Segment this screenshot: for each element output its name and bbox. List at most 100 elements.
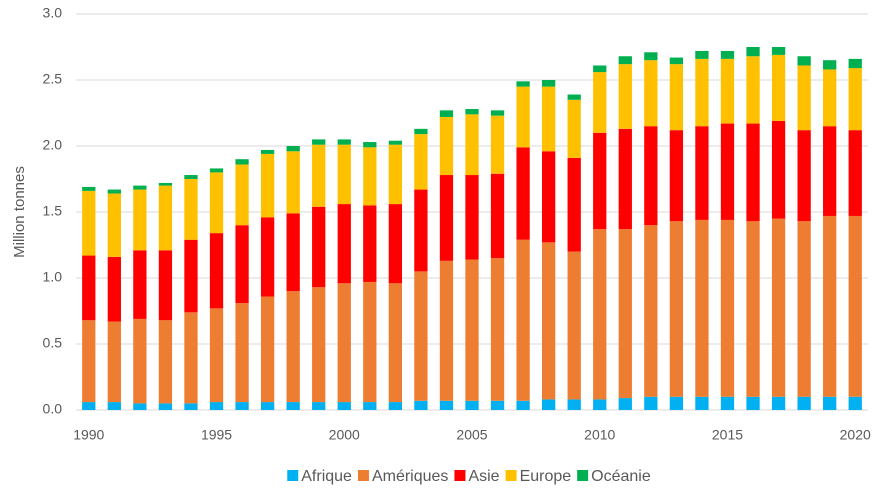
bar-segment <box>567 94 581 100</box>
bar-segment <box>771 54 786 121</box>
bar-segment <box>695 50 709 59</box>
bar-segment <box>593 399 607 410</box>
bar-segment <box>465 109 479 115</box>
bar-segment <box>797 396 811 410</box>
bar-segment <box>184 403 198 410</box>
bar-segment <box>848 58 862 69</box>
bar-segment <box>542 86 556 152</box>
bar-segment <box>184 312 198 404</box>
bar-segment <box>312 139 326 145</box>
bar-segment <box>158 185 173 251</box>
bar-segment <box>593 72 607 133</box>
bar-segment <box>465 259 479 401</box>
legend-swatch <box>577 470 589 481</box>
bar-segment <box>133 318 147 404</box>
bar-segment <box>848 396 862 410</box>
bar-segment <box>720 123 735 220</box>
bar-segment <box>363 281 377 403</box>
bar-segment <box>133 189 147 251</box>
legend-label: Océanie <box>591 468 651 485</box>
legend-label: Amériques <box>372 468 448 485</box>
bar-segment <box>439 400 454 410</box>
y-axis-label: Million tonnes <box>11 166 28 258</box>
legend-swatch <box>287 470 299 481</box>
bar-segment <box>720 50 735 59</box>
bar-segment <box>746 396 760 410</box>
bar-segment <box>593 65 607 73</box>
bar-segment <box>618 229 632 399</box>
bar-segment <box>184 179 198 240</box>
bar-segment <box>490 258 505 401</box>
x-tick-label: 1990 <box>73 427 104 443</box>
bar-segment <box>337 283 351 403</box>
bar-segment <box>388 204 402 284</box>
bar-segment <box>286 291 300 403</box>
bar-segment <box>439 110 454 117</box>
bar-segment <box>363 147 377 206</box>
bar-segment <box>260 149 275 154</box>
bar-segment <box>312 206 326 288</box>
bar-segment <box>644 126 658 226</box>
x-tick-label: 2000 <box>329 427 360 443</box>
bar-segment <box>82 255 96 321</box>
bar-segment <box>823 215 837 397</box>
bar-segment <box>414 400 428 410</box>
bar-segment <box>260 296 275 403</box>
bar-segment <box>286 213 300 292</box>
bar-segment <box>771 120 786 219</box>
bar-segment <box>235 225 249 304</box>
bar-segment <box>746 56 760 124</box>
bar-segment <box>771 396 786 410</box>
bar-segment <box>516 147 530 240</box>
bar-segment <box>516 239 530 401</box>
bar-segment <box>260 217 275 297</box>
bar-segment <box>107 189 121 194</box>
bar-segment <box>235 164 249 226</box>
y-tick-label: 1.5 <box>43 203 63 219</box>
bar-segment <box>593 132 607 230</box>
x-tick-label: 1995 <box>201 427 232 443</box>
bar-segment <box>823 396 837 410</box>
bar-segment <box>209 172 224 234</box>
bar-segment <box>848 68 862 131</box>
bar-segment <box>669 57 684 65</box>
bar-segment <box>823 69 837 127</box>
bar-segment <box>797 56 811 66</box>
bar-segment <box>720 58 735 124</box>
bar-segment <box>542 242 556 400</box>
bar-segment <box>465 114 479 176</box>
bar-segment <box>567 251 581 400</box>
bar-segment <box>746 47 760 57</box>
bar-segment <box>644 52 658 61</box>
bar-segment <box>669 221 684 397</box>
bar-segment <box>695 126 709 220</box>
bar-segment <box>158 320 173 404</box>
bar-segment <box>797 65 811 131</box>
bar-segment <box>363 402 377 410</box>
bar-segment <box>107 193 121 257</box>
bar-segment <box>184 239 198 313</box>
bar-segment <box>363 205 377 282</box>
bar-segment <box>235 303 249 403</box>
y-tick-label: 0.0 <box>43 401 63 417</box>
bar-segment <box>286 402 300 410</box>
bar-segment <box>286 151 300 214</box>
bar-segment <box>490 173 505 259</box>
bar-segment <box>644 60 658 127</box>
legend-label: Asie <box>468 468 499 485</box>
bar-segment <box>618 64 632 129</box>
bar-segment <box>823 60 837 70</box>
bar-segment <box>669 396 684 410</box>
legend-label: Afrique <box>301 468 352 485</box>
bar-segment <box>414 189 428 272</box>
bar-segment <box>567 99 581 158</box>
bar-segment <box>669 130 684 222</box>
bar-segment <box>414 271 428 401</box>
bar-segment <box>542 399 556 410</box>
bar-segment <box>490 115 505 174</box>
bar-segment <box>593 229 607 400</box>
legend-swatch <box>505 470 517 481</box>
bar-segment <box>312 144 326 207</box>
bar-segment <box>209 402 224 410</box>
